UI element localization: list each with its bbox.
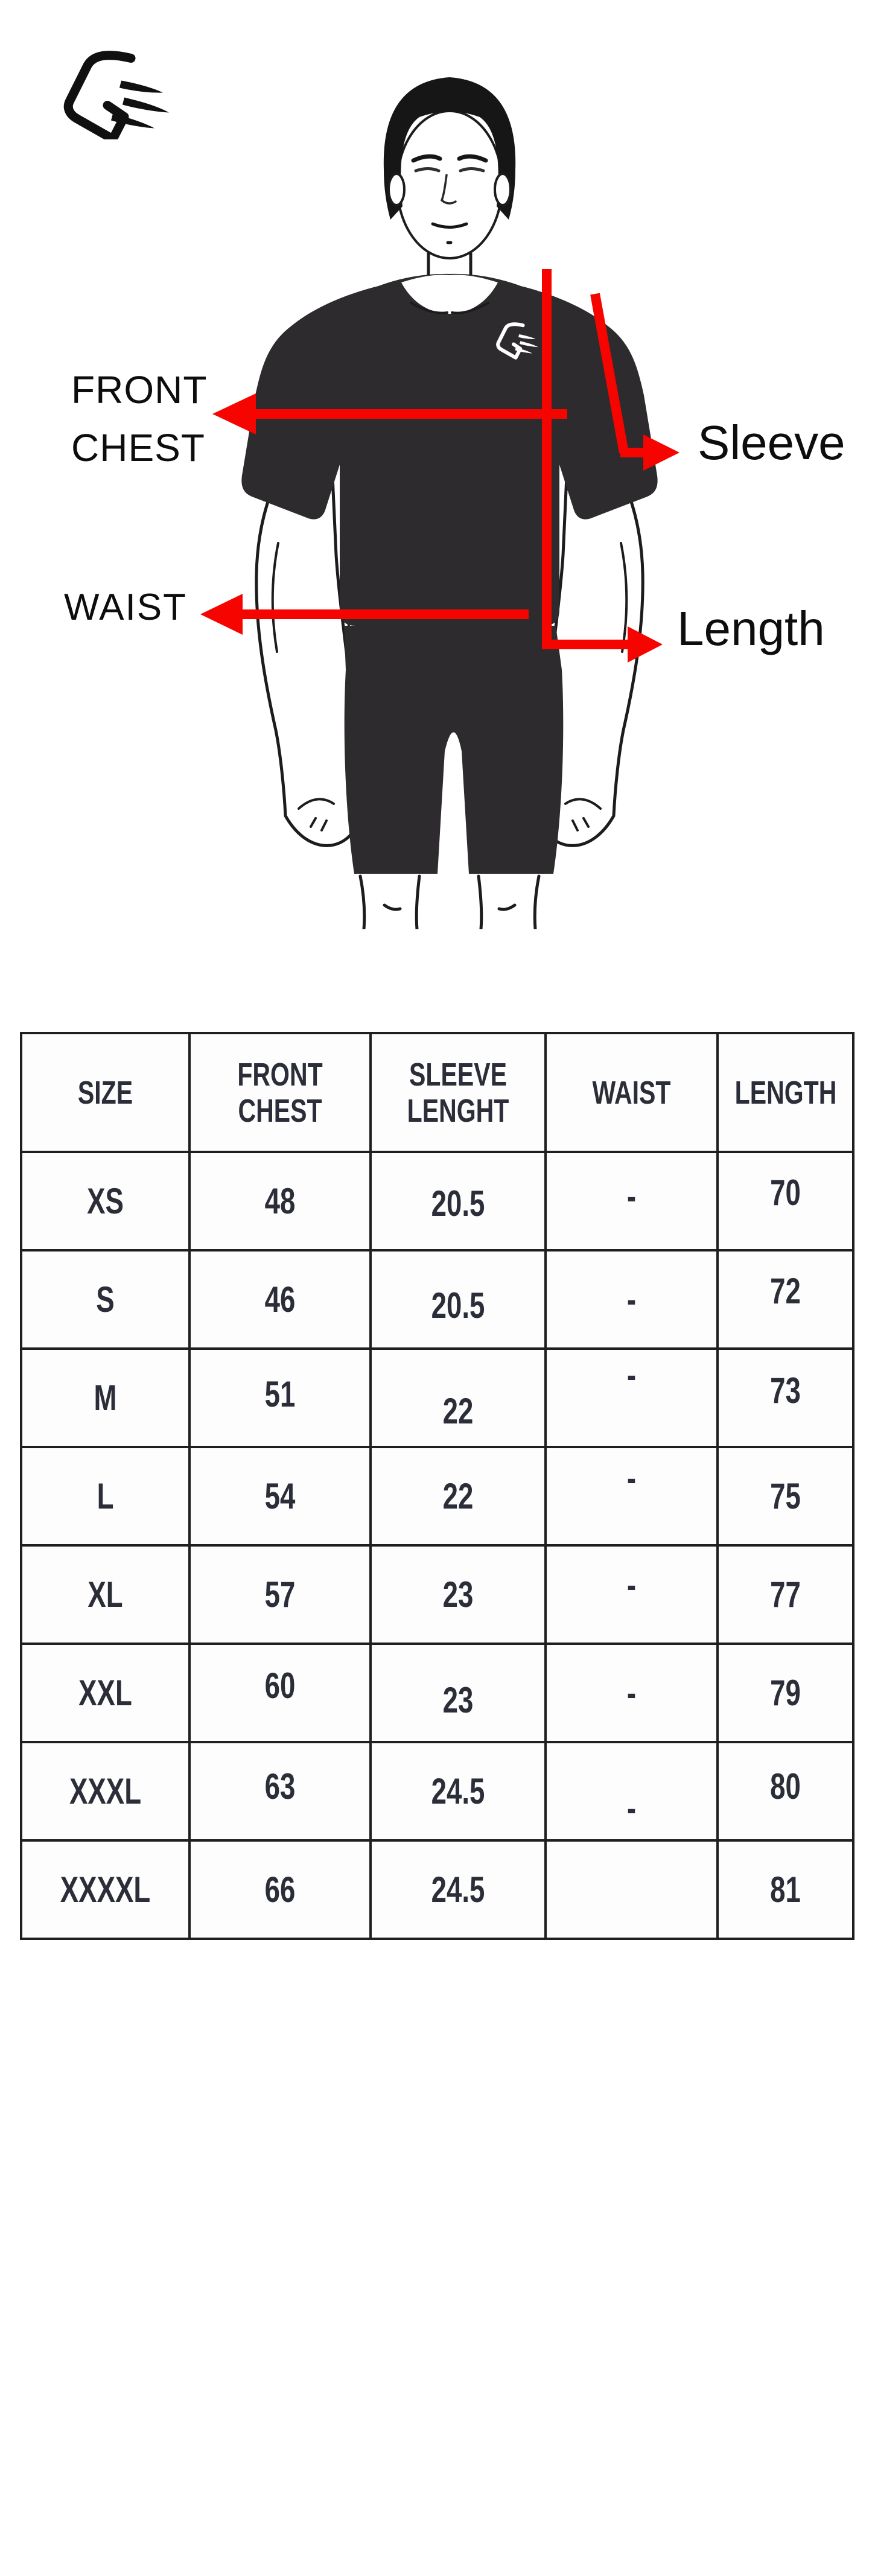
cell-size: S <box>96 1279 115 1320</box>
front-chest-label: FRONT CHEST <box>71 368 208 469</box>
cell-size: XS <box>87 1181 124 1221</box>
cell-size: XXXXL <box>60 1869 151 1910</box>
cell-sleeve: 24.5 <box>369 1743 544 1839</box>
cell-length: 75 <box>716 1448 852 1544</box>
table-row-l: L 54 22 - 75 <box>22 1446 852 1544</box>
length-label: Length <box>677 602 825 655</box>
table-header-row: SIZE FRONT CHEST SLEEVE LENGHT WAIST LEN… <box>22 1034 852 1151</box>
cell-waist <box>544 1842 716 1938</box>
cell-waist: - <box>544 1448 716 1544</box>
cell-waist: - <box>544 1350 716 1446</box>
header-sleeve-length: SLEEVE LENGHT <box>369 1034 544 1151</box>
sleeve-label: Sleeve <box>698 416 845 469</box>
cell-size: XL <box>88 1574 123 1615</box>
cell-length: 77 <box>716 1547 852 1643</box>
table-row-xxxl: XXXL 63 24.5 - 80 <box>22 1741 852 1839</box>
cell-waist: - <box>544 1153 716 1249</box>
header-front-chest: FRONT CHEST <box>188 1034 369 1151</box>
table-row-xxxxl: XXXXL 66 24.5 81 <box>22 1839 852 1938</box>
cell-sleeve: 20.5 <box>369 1153 544 1249</box>
cell-sleeve: 23 <box>369 1547 544 1643</box>
cell-chest: 63 <box>188 1743 369 1839</box>
cell-chest: 54 <box>188 1448 369 1544</box>
waist-label: WAIST <box>64 587 188 628</box>
header-waist: WAIST <box>544 1034 716 1151</box>
header-size: SIZE <box>77 1074 133 1111</box>
g-speed-logo-icon <box>50 46 171 139</box>
cell-length: 81 <box>716 1842 852 1938</box>
cell-size: M <box>94 1378 117 1418</box>
cell-length: 79 <box>716 1645 852 1741</box>
cell-size: L <box>97 1476 114 1516</box>
cell-sleeve: 20.5 <box>369 1251 544 1347</box>
cell-chest: 48 <box>188 1153 369 1249</box>
table-row-xs: XS 48 20.5 - 70 <box>22 1151 852 1249</box>
cell-chest: 60 <box>188 1645 369 1741</box>
cell-waist: - <box>544 1743 716 1839</box>
tshirt <box>241 273 658 626</box>
cell-waist: - <box>544 1547 716 1643</box>
cell-chest: 66 <box>188 1842 369 1938</box>
cell-length: 80 <box>716 1743 852 1839</box>
cell-length: 73 <box>716 1350 852 1446</box>
head <box>383 77 516 259</box>
table-row-s: S 46 20.5 - 72 <box>22 1249 852 1347</box>
cell-length: 70 <box>716 1153 852 1249</box>
cell-waist: - <box>544 1645 716 1741</box>
cell-chest: 46 <box>188 1251 369 1347</box>
table-row-m: M 51 22 - 73 <box>22 1347 852 1446</box>
table-row-xl: XL 57 23 - 77 <box>22 1544 852 1643</box>
cell-sleeve: 22 <box>369 1448 544 1544</box>
header-length: LENGTH <box>716 1034 852 1151</box>
cell-size: XXL <box>78 1673 132 1713</box>
cell-chest: 57 <box>188 1547 369 1643</box>
cell-sleeve: 24.5 <box>369 1842 544 1938</box>
cell-chest: 51 <box>188 1350 369 1446</box>
cell-sleeve: 22 <box>369 1350 544 1446</box>
cell-length: 72 <box>716 1251 852 1347</box>
cell-sleeve: 23 <box>369 1645 544 1741</box>
male-figure-illustration <box>241 77 658 929</box>
cell-waist: - <box>544 1251 716 1347</box>
table-row-xxl: XXL 60 23 - 79 <box>22 1643 852 1741</box>
legs <box>358 874 541 929</box>
shorts <box>344 626 564 874</box>
size-chart-table: SIZE FRONT CHEST SLEEVE LENGHT WAIST LEN… <box>20 1032 854 1940</box>
cell-size: XXXL <box>69 1771 142 1811</box>
